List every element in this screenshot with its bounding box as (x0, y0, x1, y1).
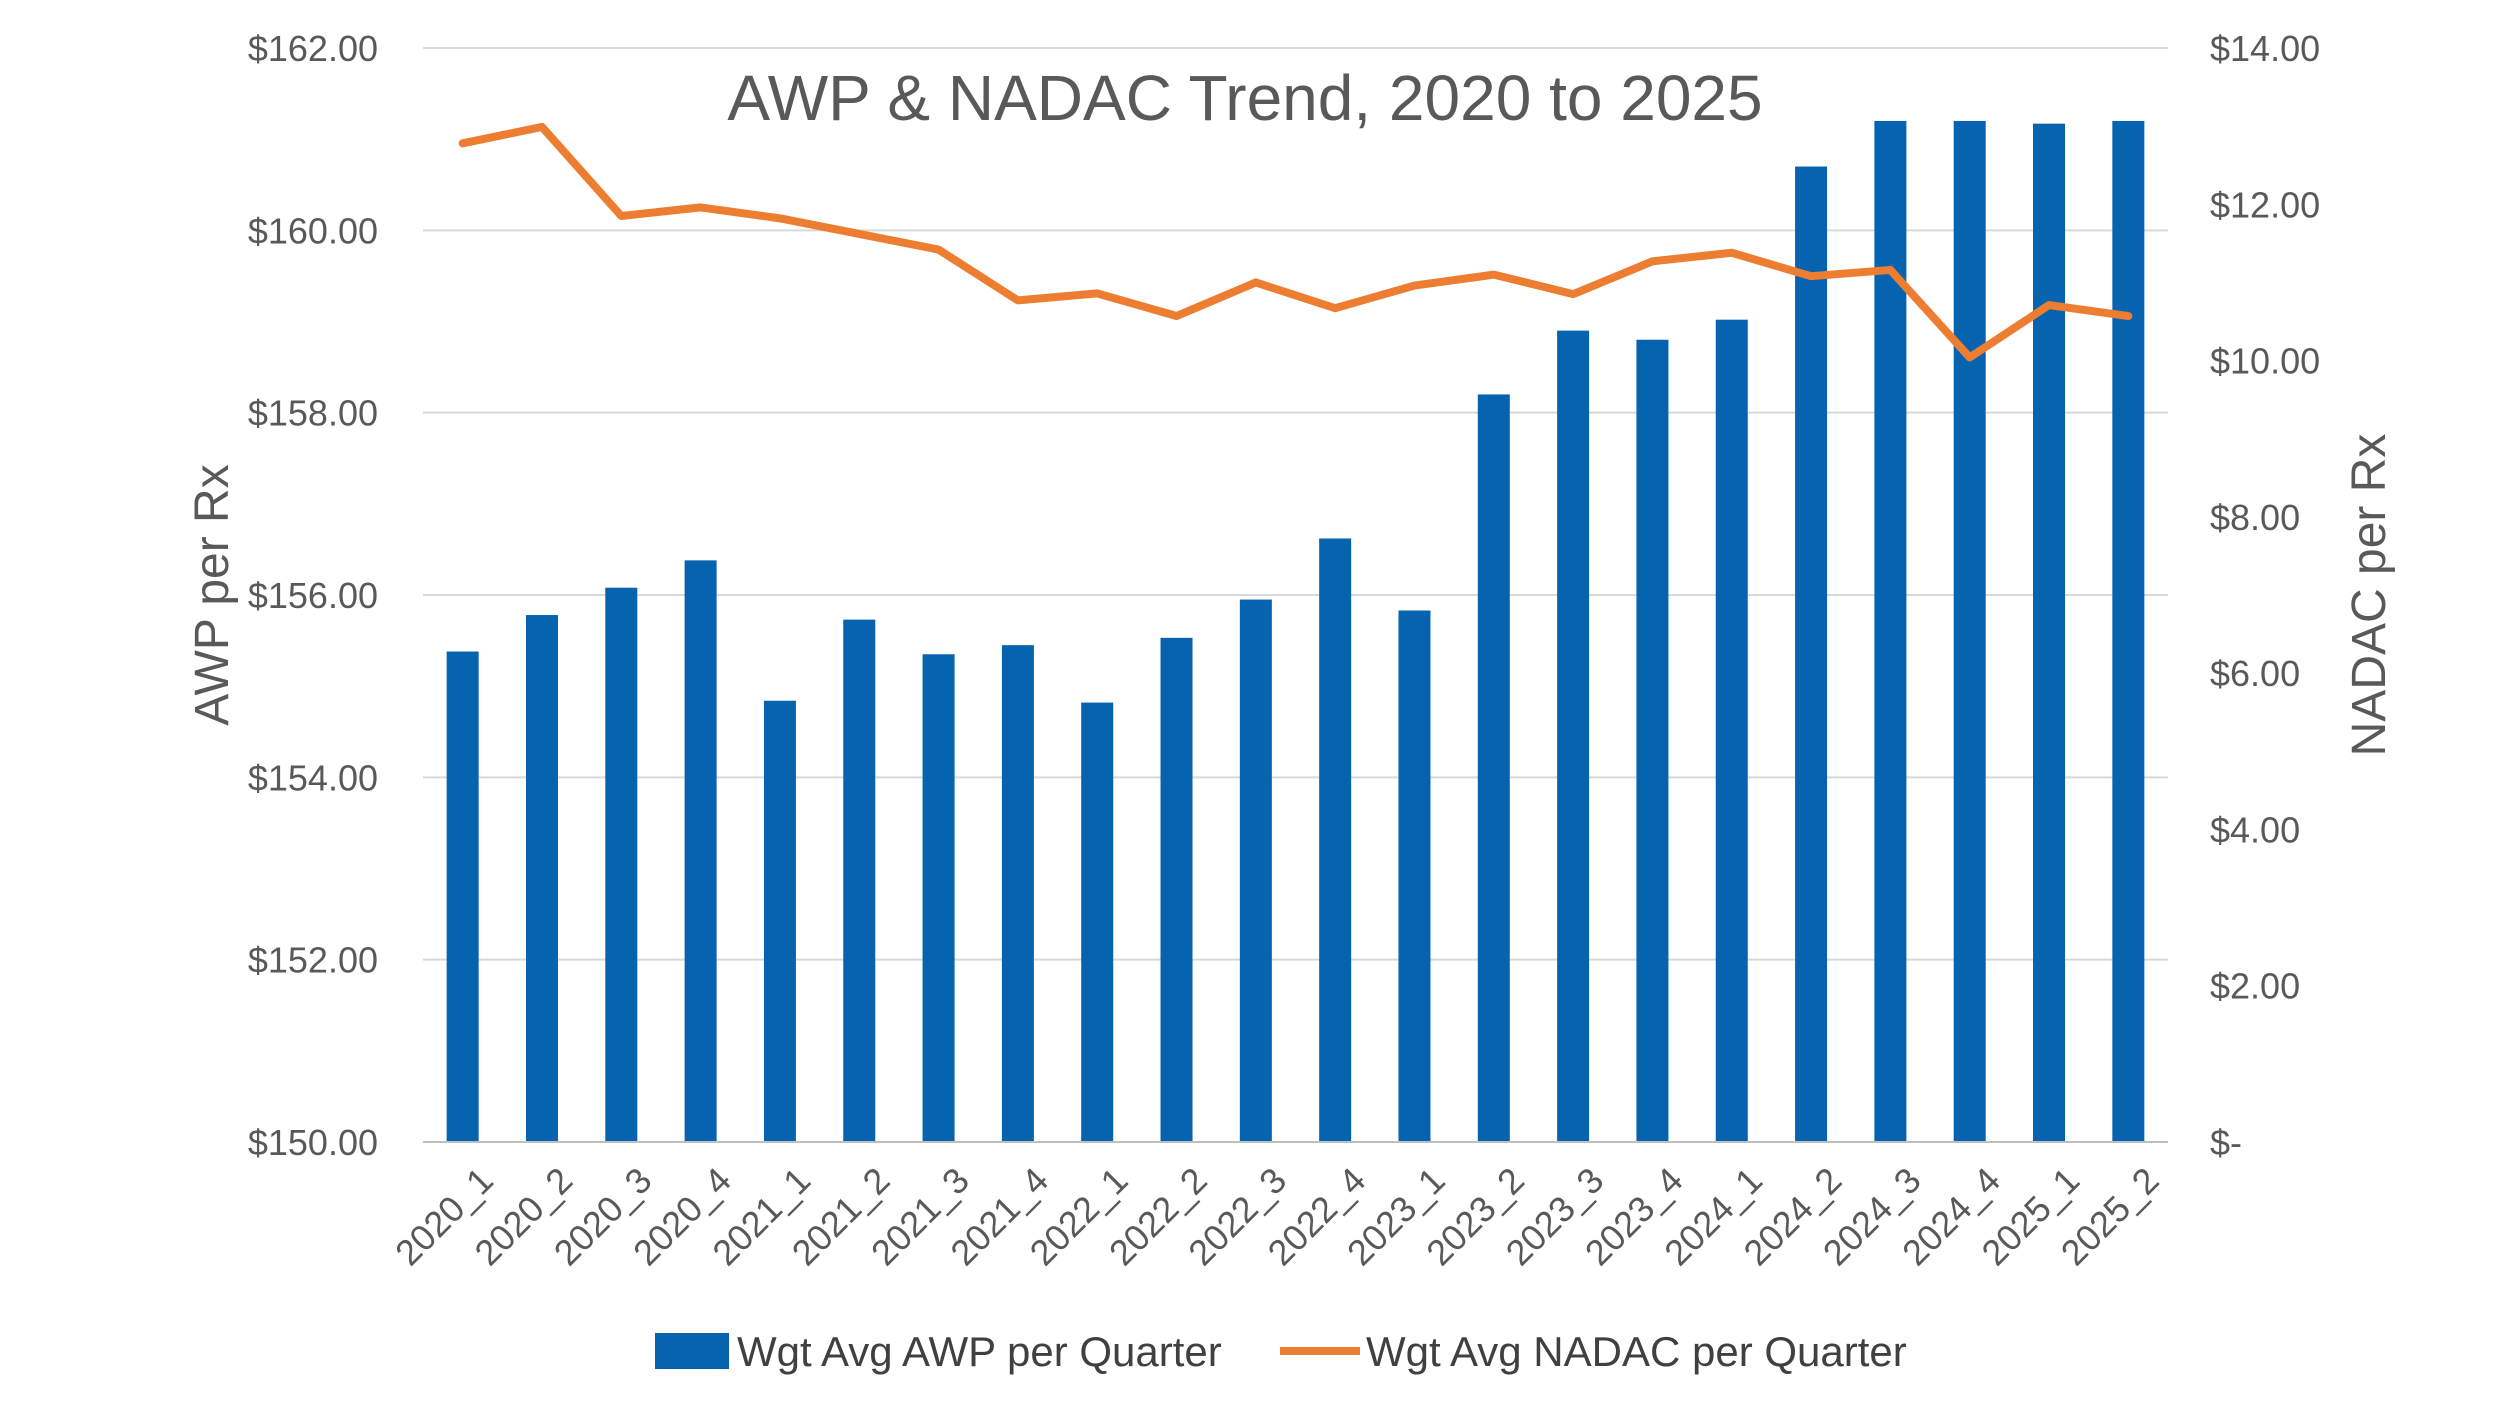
bar-awp-2023_1 (1398, 610, 1431, 1142)
right-tick-label: $8.00 (2210, 497, 2300, 538)
bar-awp-2025_2 (2112, 120, 2145, 1142)
x-axis-ticks: 2020_12020_22020_32020_42021_12021_22021… (387, 1159, 2167, 1273)
right-tick-label: $12.00 (2210, 184, 2320, 225)
awp-bars (446, 120, 2145, 1143)
right-tick-label: $4.00 (2210, 809, 2300, 850)
bar-awp-2023_2 (1477, 394, 1510, 1142)
left-tick-label: $150.00 (248, 1122, 378, 1163)
left-tick-label: $162.00 (248, 28, 378, 69)
right-tick-label: $14.00 (2210, 28, 2320, 69)
bar-awp-2020_2 (525, 615, 558, 1142)
bar-awp-2024_2 (1795, 166, 1828, 1142)
left-axis-ticks: $150.00 $152.00 $154.00 $156.00 $158.00 $160.… (248, 28, 378, 1163)
bar-awp-2024_1 (1715, 319, 1748, 1143)
bar-awp-2023_4 (1636, 339, 1669, 1142)
left-tick-label: $152.00 (248, 940, 378, 981)
chart-title: AWP & NADAC Trend, 2020 to 2025 (727, 62, 1762, 134)
bar-awp-2025_1 (2033, 123, 2066, 1142)
legend-nadac-label: Wgt Avg NADAC per Quarter (1366, 1328, 1907, 1375)
right-axis-ticks: $- $2.00 $4.00 $6.00 $8.00 $10.00 $12.00 $14.00 (2210, 28, 2320, 1163)
right-tick-label: $- (2210, 1122, 2242, 1163)
bar-awp-2020_1 (446, 651, 479, 1142)
left-axis-title: AWP per Rx (186, 464, 239, 725)
bar-awp-2022_3 (1239, 599, 1272, 1142)
nadac-line (458, 122, 2133, 362)
line-nadac (458, 122, 2133, 362)
legend: Wgt Avg AWP per Quarter Wgt Avg NADAC pe… (655, 1328, 1907, 1375)
bar-awp-2024_4 (1953, 120, 1986, 1142)
left-tick-label: $160.00 (248, 210, 378, 251)
bar-awp-2020_3 (605, 587, 638, 1142)
bar-awp-2020_4 (684, 560, 717, 1142)
bar-awp-2023_3 (1557, 330, 1590, 1142)
bar-awp-2022_4 (1319, 538, 1352, 1142)
bar-awp-2021_3 (922, 654, 955, 1142)
legend-awp-swatch (655, 1333, 729, 1369)
right-tick-label: $10.00 (2210, 341, 2320, 382)
bar-awp-2022_1 (1081, 702, 1114, 1142)
right-tick-label: $6.00 (2210, 653, 2300, 694)
left-tick-label: $154.00 (248, 757, 378, 798)
bar-awp-2024_3 (1874, 120, 1907, 1142)
right-tick-label: $2.00 (2210, 966, 2300, 1007)
bar-awp-2021_4 (1001, 645, 1034, 1142)
legend-awp-label: Wgt Avg AWP per Quarter (737, 1328, 1222, 1375)
bar-awp-2021_2 (843, 619, 876, 1142)
right-axis-title: NADAC per Rx (2343, 434, 2396, 757)
left-tick-label: $158.00 (248, 393, 378, 434)
bar-awp-2022_2 (1160, 637, 1193, 1142)
left-tick-label: $156.00 (248, 575, 378, 616)
bar-awp-2021_1 (763, 700, 796, 1142)
